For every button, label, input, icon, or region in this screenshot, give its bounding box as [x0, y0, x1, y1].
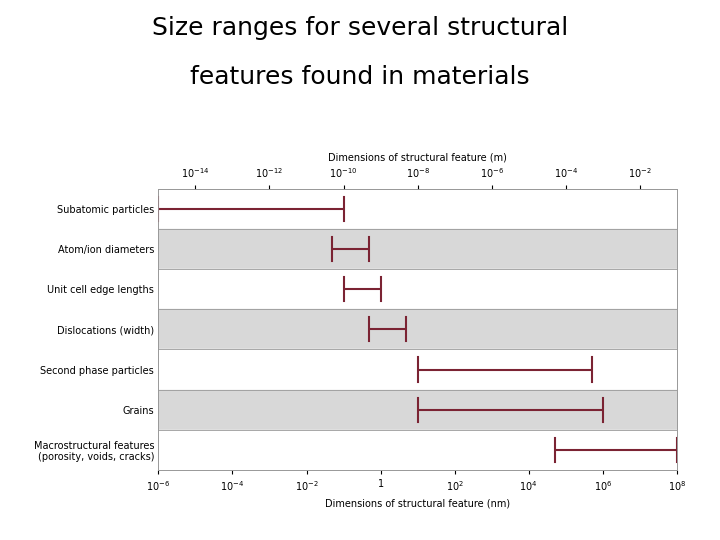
Bar: [158, 430, 677, 470]
Bar: [158, 189, 677, 229]
X-axis label: Dimensions of structural feature (m): Dimensions of structural feature (m): [328, 153, 507, 163]
Bar: [158, 389, 677, 430]
Bar: [158, 349, 677, 389]
Bar: [158, 309, 677, 349]
X-axis label: Dimensions of structural feature (nm): Dimensions of structural feature (nm): [325, 498, 510, 508]
Bar: [158, 269, 677, 309]
Bar: [158, 229, 677, 269]
Text: Size ranges for several structural: Size ranges for several structural: [152, 16, 568, 40]
Text: features found in materials: features found in materials: [190, 65, 530, 89]
